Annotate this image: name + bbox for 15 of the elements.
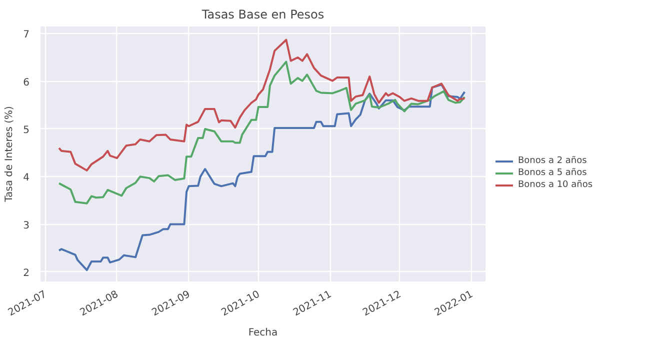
line-series xyxy=(58,38,466,172)
x-axis-title: Fecha xyxy=(248,328,278,339)
y-tick-label: 4 xyxy=(23,172,30,184)
line-series xyxy=(58,60,466,204)
y-tick-label: 7 xyxy=(23,30,30,41)
y-tick-label: 5 xyxy=(23,124,30,136)
chart-title: Tasas Base en Pesos xyxy=(200,8,324,22)
y-tick-label: 6 xyxy=(23,77,30,88)
line-series xyxy=(58,84,466,272)
legend-label: Bonos a 2 años xyxy=(518,155,587,167)
y-tick-label: 3 xyxy=(23,220,30,232)
legend-label: Bonos a 5 años xyxy=(518,167,587,179)
y-tick-label: 2 xyxy=(23,268,30,279)
y-axis-title: Tasa de Interes (%) xyxy=(4,106,16,203)
legend-label: Bonos a 10 años xyxy=(518,179,593,191)
